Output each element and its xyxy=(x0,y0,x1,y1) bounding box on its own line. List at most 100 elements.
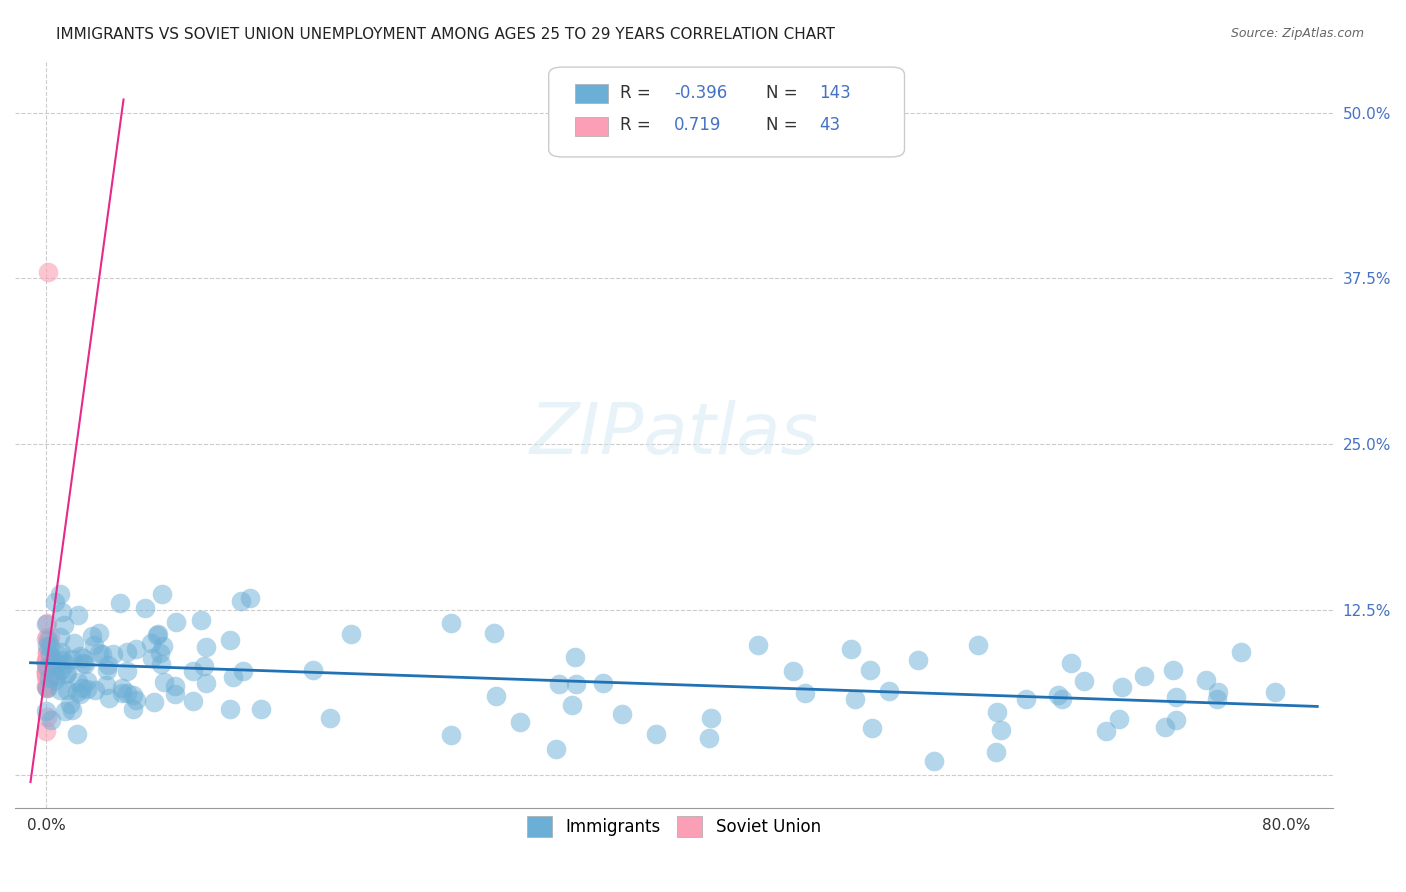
Point xyxy=(37,670,59,684)
Point xyxy=(181,694,204,708)
Point xyxy=(35,665,58,679)
Point xyxy=(37,645,59,659)
Point xyxy=(41,658,63,673)
Point xyxy=(37,657,59,671)
Bar xyxy=(575,117,607,136)
Point xyxy=(1108,712,1130,726)
Point xyxy=(76,674,98,689)
Point xyxy=(1015,692,1038,706)
Point xyxy=(150,587,173,601)
Point xyxy=(39,648,62,662)
Point xyxy=(38,673,60,688)
Point xyxy=(152,675,174,690)
Point xyxy=(592,675,614,690)
Point xyxy=(440,728,463,742)
Text: -0.396: -0.396 xyxy=(673,84,727,102)
Point xyxy=(51,606,73,620)
Point xyxy=(97,658,120,673)
Point xyxy=(1264,685,1286,699)
Point xyxy=(1153,720,1175,734)
Point xyxy=(45,669,67,683)
Point xyxy=(91,647,114,661)
Point xyxy=(69,687,91,701)
Point xyxy=(35,666,58,681)
Legend: Immigrants, Soviet Union: Immigrants, Soviet Union xyxy=(519,808,830,845)
Point xyxy=(163,687,186,701)
Point xyxy=(35,662,58,676)
Point xyxy=(967,638,990,652)
Point xyxy=(115,686,138,700)
Point xyxy=(546,741,568,756)
Point xyxy=(35,657,58,672)
Text: Source: ZipAtlas.com: Source: ZipAtlas.com xyxy=(1230,27,1364,40)
Point xyxy=(35,653,58,667)
Point xyxy=(193,658,215,673)
Point xyxy=(44,673,66,687)
Text: IMMIGRANTS VS SOVIET UNION UNEMPLOYMENT AMONG AGES 25 TO 29 YEARS CORRELATION CH: IMMIGRANTS VS SOVIET UNION UNEMPLOYMENT … xyxy=(56,27,835,42)
Point xyxy=(125,642,148,657)
Point xyxy=(561,698,583,713)
Point xyxy=(37,660,59,674)
Point xyxy=(194,676,217,690)
Point xyxy=(121,702,143,716)
Point xyxy=(37,677,59,691)
FancyBboxPatch shape xyxy=(548,67,904,157)
Point xyxy=(860,721,883,735)
Point xyxy=(181,665,204,679)
Point xyxy=(89,646,111,660)
Point xyxy=(108,596,131,610)
Point xyxy=(222,670,245,684)
Point xyxy=(35,679,58,693)
Point xyxy=(612,706,634,721)
Point xyxy=(747,638,769,652)
Point xyxy=(49,663,72,677)
Point xyxy=(229,594,252,608)
Point xyxy=(35,657,58,672)
Text: R =: R = xyxy=(620,84,655,102)
Point xyxy=(35,656,58,670)
Point xyxy=(35,656,58,670)
Point xyxy=(1073,674,1095,689)
Point xyxy=(97,691,120,706)
Point xyxy=(37,681,59,695)
Point xyxy=(38,663,60,677)
Point xyxy=(922,754,945,768)
Point xyxy=(239,591,262,606)
Point xyxy=(1195,673,1218,687)
Point xyxy=(1046,688,1069,702)
Point xyxy=(55,667,77,681)
Point xyxy=(37,661,59,675)
Point xyxy=(60,651,83,665)
Point xyxy=(141,651,163,665)
Point xyxy=(35,660,58,674)
Point xyxy=(37,265,59,279)
Text: 143: 143 xyxy=(818,84,851,102)
Point xyxy=(53,657,76,671)
Point xyxy=(148,627,170,641)
Point xyxy=(340,627,363,641)
Point xyxy=(1050,692,1073,706)
Point xyxy=(986,705,1008,719)
Point xyxy=(56,683,79,698)
Point xyxy=(1059,656,1081,670)
Point xyxy=(35,615,58,630)
Point xyxy=(42,653,65,667)
Point xyxy=(65,727,87,741)
Point xyxy=(35,664,58,678)
Point xyxy=(139,636,162,650)
Point xyxy=(48,648,70,663)
Point xyxy=(1161,663,1184,677)
Point xyxy=(35,656,58,670)
Point xyxy=(1111,681,1133,695)
Point xyxy=(72,651,94,665)
Point xyxy=(76,682,98,697)
Point xyxy=(37,666,59,681)
Point xyxy=(35,704,58,718)
Point xyxy=(83,682,105,697)
Point xyxy=(793,686,815,700)
Point xyxy=(66,675,89,690)
Point xyxy=(39,630,62,644)
Point xyxy=(1166,713,1188,727)
Point xyxy=(319,711,342,725)
Point xyxy=(564,650,586,665)
